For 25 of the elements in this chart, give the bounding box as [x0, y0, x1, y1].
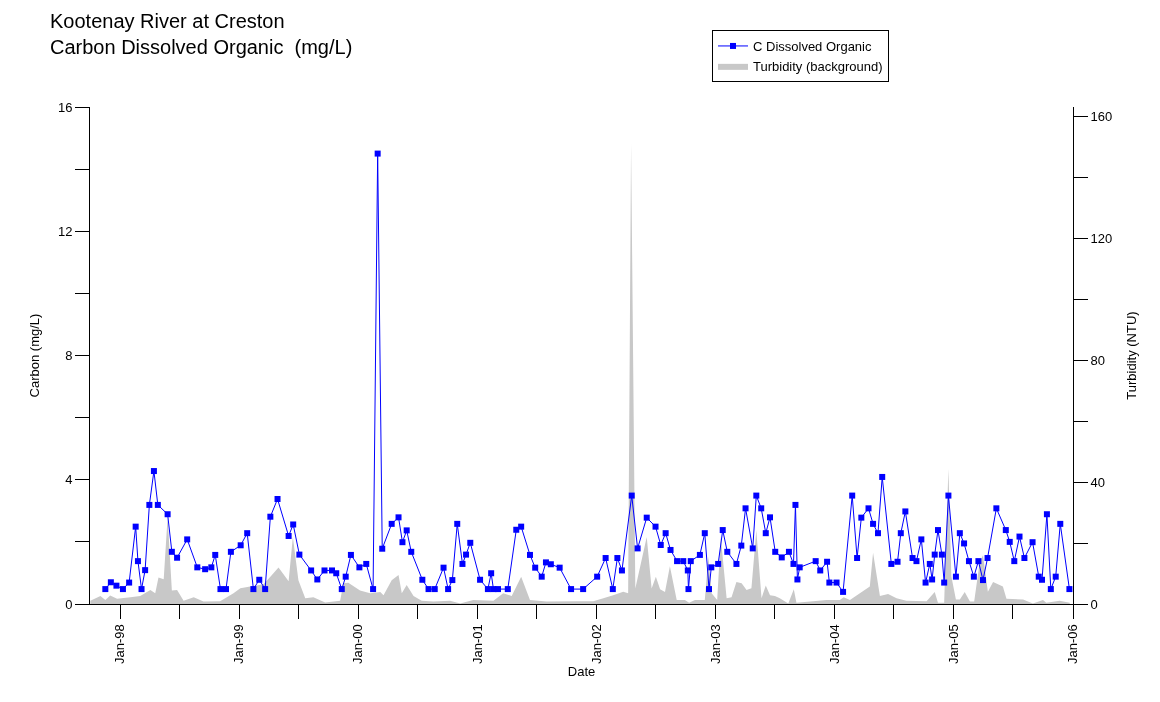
- y-axis-title: Carbon (mg/L): [26, 313, 42, 398]
- y2-tick-label: 40: [1090, 474, 1106, 490]
- y2-tick-label: 0: [1090, 596, 1098, 612]
- legend-label: C Dissolved Organic: [753, 39, 872, 55]
- x-tick-label: Jan-98: [112, 624, 128, 664]
- y-tick-label: 8: [65, 348, 73, 364]
- y2-tick-label: 160: [1090, 108, 1113, 124]
- x-tick-label: Jan-99: [231, 624, 247, 664]
- x-tick-label: Jan-02: [588, 624, 604, 664]
- y2-tick-label: 80: [1090, 352, 1106, 368]
- x-tick-label: Jan-00: [350, 624, 366, 664]
- x-tick-label: Jan-06: [1065, 624, 1081, 664]
- x-tick-label: Jan-03: [707, 624, 723, 664]
- x-axis-title: Date: [567, 663, 596, 679]
- y2-axis-title: Turbidity (NTU): [1123, 311, 1139, 400]
- legend-label: Turbidity (background): [753, 58, 883, 74]
- y-tick-label: 0: [65, 596, 73, 612]
- x-tick-label: Jan-01: [469, 624, 485, 664]
- x-tick-label: Jan-04: [826, 624, 842, 664]
- y-tick-label: 16: [57, 99, 73, 115]
- chart-title: Kootenay River at Creston Carbon Dissolved Organic (mg/L): [50, 10, 353, 59]
- x-tick-label: Jan-05: [946, 624, 962, 664]
- y-tick-label: 4: [65, 472, 73, 488]
- y-tick-label: 12: [57, 223, 73, 239]
- y2-tick-label: 120: [1090, 230, 1113, 246]
